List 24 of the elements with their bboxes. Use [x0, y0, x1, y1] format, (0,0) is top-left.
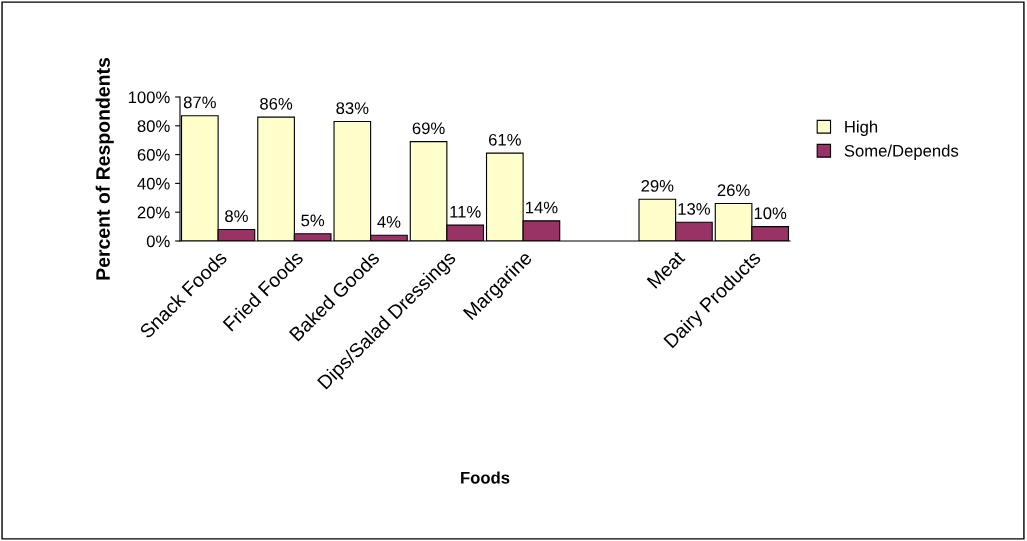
data-label: 11%	[450, 205, 481, 218]
data-label: 13%	[678, 203, 711, 215]
data-label: 4%	[377, 216, 401, 228]
x-axis-title: Foods	[461, 471, 510, 484]
legend-label: High	[845, 120, 878, 137]
data-label: 69%	[412, 122, 445, 135]
data-label: 10%	[754, 207, 787, 220]
y-tick-label: 40%	[137, 177, 170, 190]
data-label: 83%	[336, 102, 369, 115]
y-tick-label: 80%	[137, 120, 170, 132]
data-label: 5%	[301, 214, 325, 227]
data-label: 87%	[183, 96, 216, 109]
data-label: 86%	[260, 97, 293, 110]
legend-label: Some/Depends	[844, 144, 959, 160]
data-label: 14%	[526, 201, 558, 214]
data-label: 26%	[717, 184, 750, 197]
y-tick-label: 20%	[137, 206, 170, 219]
y-tick-label: 100%	[128, 91, 170, 104]
y-tick-label: 0%	[146, 235, 170, 248]
data-label: 8%	[225, 210, 248, 223]
y-axis-title: Percent of Respondents	[95, 57, 114, 280]
data-label: 29%	[641, 179, 674, 192]
y-tick-label: 60%	[137, 149, 170, 161]
data-label: 61%	[488, 133, 521, 146]
